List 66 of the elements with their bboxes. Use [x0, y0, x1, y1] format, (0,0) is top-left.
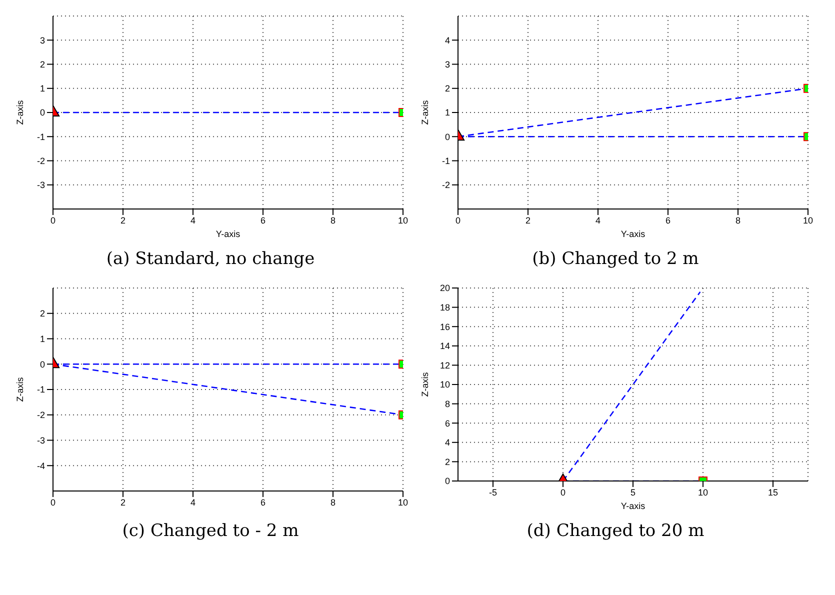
y-tick-label: 1 — [444, 108, 450, 118]
y-tick-label: 0 — [40, 359, 45, 370]
y-tick-label: 8 — [444, 398, 450, 409]
x-tick-label: 10 — [398, 215, 408, 226]
y-tick-label: -2 — [36, 156, 45, 166]
y-tick-label: 14 — [440, 341, 450, 352]
y-tick-label: -1 — [36, 384, 45, 395]
y-tick-label: 16 — [440, 322, 450, 332]
y-tick-label: 2 — [40, 59, 45, 70]
y-tick-label: 3 — [444, 59, 450, 70]
y-tick-label: -3 — [36, 180, 45, 190]
y-tick-label: -1 — [36, 132, 45, 142]
y-tick-label: 10 — [440, 380, 450, 390]
y-tick-label: 18 — [440, 302, 450, 312]
y-tick-label: -4 — [36, 460, 45, 471]
y-tick-label: 2 — [40, 308, 45, 319]
text: (b) Changed to 2 m — [531, 249, 700, 269]
x-tick-label: 8 — [735, 215, 741, 226]
y-tick-label: 0 — [444, 132, 450, 142]
y-tick-label: 2 — [444, 84, 450, 94]
y-axis-title: Z-axis — [420, 372, 430, 397]
x-tick-label: 6 — [260, 497, 266, 508]
y-tick-label: 12 — [440, 360, 450, 370]
y-axis-title: Z-axis — [15, 376, 26, 402]
x-tick-label: 10 — [398, 497, 408, 508]
x-tick-label: 4 — [190, 497, 196, 508]
y-tick-label: -3 — [36, 435, 45, 446]
x-tick-label: 15 — [768, 487, 778, 498]
y-axis-title: Z-axis — [420, 100, 430, 125]
y-tick-label: 0 — [40, 108, 45, 118]
x-tick-label: 0 — [50, 215, 56, 226]
y-tick-label: 2 — [444, 456, 450, 467]
y-tick-label: -2 — [442, 180, 450, 190]
y-tick-label: 4 — [444, 438, 450, 448]
y-tick-label: 4 — [444, 35, 450, 46]
x-tick-label: 8 — [330, 215, 336, 226]
x-tick-label: 2 — [525, 215, 531, 226]
y-tick-label: 20 — [440, 283, 450, 294]
text: (a) Standard, no change — [105, 249, 316, 269]
x-tick-label: 8 — [330, 497, 336, 508]
x-tick-label: 10 — [802, 215, 814, 226]
x-tick-label: 0 — [50, 497, 56, 508]
x-tick-label: 6 — [260, 215, 266, 226]
y-tick-label: 1 — [40, 84, 45, 94]
x-tick-label: 0 — [455, 215, 461, 226]
x-axis-title: Y-axis — [216, 229, 241, 239]
x-tick-label: 10 — [698, 487, 708, 498]
x-tick-label: 4 — [595, 215, 601, 226]
x-tick-label: -5 — [488, 487, 498, 498]
y-tick-label: 3 — [40, 35, 45, 46]
y-tick-label: 1 — [40, 334, 45, 344]
y-axis-title: Z-axis — [15, 100, 26, 125]
x-tick-label: 4 — [190, 215, 196, 226]
y-tick-label: -2 — [36, 410, 45, 420]
x-tick-label: 2 — [120, 497, 126, 508]
y-tick-label: -1 — [442, 156, 450, 166]
x-tick-label: 2 — [120, 215, 126, 226]
text: (d) Changed to 20 m — [526, 521, 706, 541]
x-tick-label: 6 — [665, 215, 671, 226]
y-tick-label: 0 — [444, 476, 450, 486]
text: (c) Changed to - 2 m — [121, 521, 300, 541]
x-axis-title: Y-axis — [620, 501, 646, 511]
x-axis-title: Y-axis — [620, 229, 646, 239]
x-tick-label: 0 — [560, 487, 566, 498]
x-tick-label: 5 — [630, 487, 636, 498]
y-tick-label: 6 — [444, 418, 450, 428]
